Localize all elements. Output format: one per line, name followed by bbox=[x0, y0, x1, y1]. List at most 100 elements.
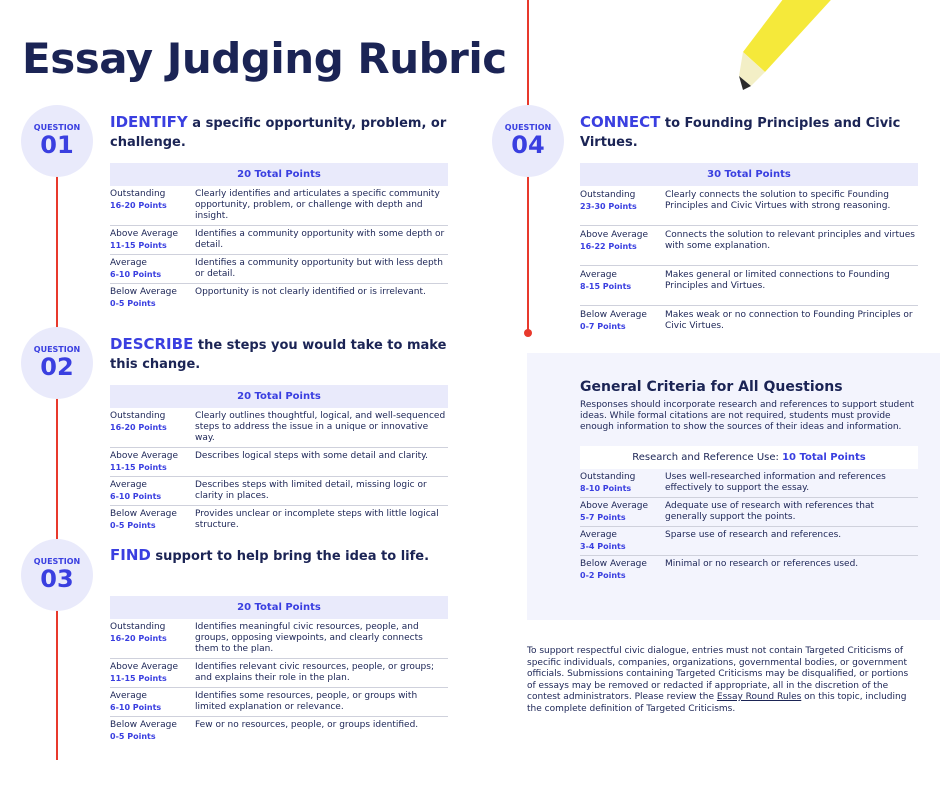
level-label: Below Average bbox=[110, 287, 177, 297]
question-heading: IDENTIFY a specific opportunity, problem… bbox=[110, 113, 448, 153]
question-keyword: FIND bbox=[110, 546, 151, 564]
level-description: Connects the solution to relevant princi… bbox=[665, 230, 915, 251]
rubric-row: Outstanding 16-20 Points Identifies meani… bbox=[110, 619, 448, 659]
level-label: Average bbox=[110, 258, 147, 268]
rubric-row: Outstanding 8-10 Points Uses well-researc… bbox=[580, 469, 918, 498]
level-description: Makes weak or no connection to Founding … bbox=[665, 310, 913, 331]
points-range: 11-15 Points bbox=[110, 463, 167, 472]
general-criteria-panel: General Criteria for All Questions Respo… bbox=[527, 353, 940, 620]
question-badge-02: QUESTION 02 bbox=[21, 327, 93, 399]
level-description: Identifies relevant civic resources, peo… bbox=[195, 662, 434, 683]
points-range: 8-10 Points bbox=[580, 484, 632, 493]
question-label: QUESTION bbox=[33, 345, 81, 354]
pencil-icon bbox=[739, 0, 831, 90]
rubric-row: Outstanding 23-30 Points Clearly connects… bbox=[580, 186, 918, 226]
level-description: Sparse use of research and references. bbox=[665, 530, 842, 540]
question-section-01: IDENTIFY a specific opportunity, problem… bbox=[110, 113, 448, 312]
rubric-row: Average 6-10 Points Describes steps with … bbox=[110, 477, 448, 506]
question-number: 01 bbox=[40, 131, 74, 159]
question-badge-03: QUESTION 03 bbox=[21, 539, 93, 611]
points-range: 16-20 Points bbox=[110, 634, 167, 643]
question-number: 03 bbox=[40, 565, 74, 593]
level-description: Describes logical steps with some detail… bbox=[195, 451, 429, 461]
level-label: Below Average bbox=[110, 509, 177, 519]
level-description: Uses well-researched information and ref… bbox=[665, 472, 886, 493]
total-points-header: 30 Total Points bbox=[580, 163, 918, 186]
level-description: Minimal or no research or references use… bbox=[665, 559, 859, 569]
essay-rules-link[interactable]: Essay Round Rules bbox=[716, 692, 802, 702]
level-description: Adequate use of research with references… bbox=[665, 501, 874, 522]
level-label: Below Average bbox=[580, 310, 647, 320]
points-range: 0-2 Points bbox=[580, 571, 626, 580]
rubric-row: Above Average 11-15 Points Describes logi… bbox=[110, 448, 448, 477]
question-keyword: IDENTIFY bbox=[110, 113, 188, 131]
rubric-row: Outstanding 16-20 Points Clearly identifi… bbox=[110, 186, 448, 226]
total-points-header: 20 Total Points bbox=[110, 163, 448, 186]
rubric-row: Below Average 0-5 Points Few or no resour… bbox=[110, 717, 448, 745]
rubric-row: Above Average 11-15 Points Identifies rel… bbox=[110, 659, 448, 688]
points-range: 6-10 Points bbox=[110, 703, 162, 712]
level-description: Identifies some resources, people, or gr… bbox=[195, 691, 418, 712]
question-heading-text: to Founding Principles and Civic Virtues… bbox=[580, 116, 901, 150]
rubric-row: Below Average 0-7 Points Makes weak or no… bbox=[580, 306, 918, 346]
points-range: 5-7 Points bbox=[580, 513, 626, 522]
question-section-03: FIND support to help bring the idea to l… bbox=[110, 546, 448, 745]
points-range: 6-10 Points bbox=[110, 270, 162, 279]
question-heading: DESCRIBE the steps you would take to mak… bbox=[110, 335, 448, 375]
level-label: Below Average bbox=[580, 559, 647, 569]
header-total: 10 Total Points bbox=[782, 452, 866, 463]
points-range: 0-5 Points bbox=[110, 521, 156, 530]
level-description: Makes general or limited connections to … bbox=[665, 270, 890, 291]
question-heading-text: a specific opportunity, problem, or chal… bbox=[110, 116, 447, 150]
rubric-row: Below Average 0-5 Points Provides unclear… bbox=[110, 506, 448, 534]
footer-text-end: on this topic, including the complete de… bbox=[527, 692, 907, 714]
timeline-left bbox=[56, 175, 58, 760]
rubric-row: Above Average 16-22 Points Connects the s… bbox=[580, 226, 918, 266]
question-keyword: CONNECT bbox=[580, 113, 661, 131]
level-label: Outstanding bbox=[580, 190, 636, 200]
level-description: Identifies a community opportunity but w… bbox=[195, 258, 443, 279]
level-description: Describes steps with limited detail, mis… bbox=[195, 480, 427, 501]
points-range: 16-20 Points bbox=[110, 423, 167, 432]
page-title: Essay Judging Rubric bbox=[22, 34, 507, 83]
question-heading: FIND support to help bring the idea to l… bbox=[110, 546, 448, 586]
level-label: Average bbox=[110, 691, 147, 701]
points-range: 0-5 Points bbox=[110, 299, 156, 308]
level-label: Average bbox=[580, 530, 617, 540]
general-criteria-title: General Criteria for All Questions bbox=[580, 379, 843, 395]
points-range: 11-15 Points bbox=[110, 241, 167, 250]
question-section-04: CONNECT to Founding Principles and Civic… bbox=[580, 113, 918, 346]
level-label: Above Average bbox=[110, 451, 179, 461]
footer-text: To support respectful civic dialogue, en… bbox=[527, 646, 909, 702]
level-description: Clearly connects the solution to specifi… bbox=[665, 190, 891, 211]
level-label: Above Average bbox=[580, 230, 649, 240]
points-range: 16-22 Points bbox=[580, 242, 637, 251]
level-label: Below Average bbox=[110, 720, 177, 730]
points-range: 0-7 Points bbox=[580, 322, 626, 331]
question-number: 04 bbox=[511, 131, 545, 159]
total-points-header: 20 Total Points bbox=[110, 385, 448, 408]
rubric-row: Below Average 0-5 Points Opportunity is n… bbox=[110, 284, 448, 312]
question-label: QUESTION bbox=[33, 557, 81, 566]
points-range: 16-20 Points bbox=[110, 201, 167, 210]
points-range: 0-5 Points bbox=[110, 732, 156, 741]
question-label: QUESTION bbox=[504, 123, 552, 132]
question-badge-01: QUESTION 01 bbox=[21, 105, 93, 177]
question-heading-text: the steps you would take to make this ch… bbox=[110, 338, 447, 372]
general-criteria-text: Responses should incorporate research an… bbox=[580, 400, 915, 432]
total-points-header: 20 Total Points bbox=[110, 596, 448, 619]
timeline-end-dot bbox=[524, 329, 532, 337]
question-keyword: DESCRIBE bbox=[110, 335, 194, 353]
footer-note: To support respectful civic dialogue, en… bbox=[527, 646, 917, 715]
question-number: 02 bbox=[40, 353, 74, 381]
rubric-row: Outstanding 16-20 Points Clearly outlines… bbox=[110, 408, 448, 448]
rubric-row: Average 3-4 Points Sparse use of research… bbox=[580, 527, 918, 556]
level-label: Above Average bbox=[110, 229, 179, 239]
points-range: 11-15 Points bbox=[110, 674, 167, 683]
level-description: Identifies meaningful civic resources, p… bbox=[195, 622, 423, 654]
rubric-row: Average 6-10 Points Identifies some resou… bbox=[110, 688, 448, 717]
level-label: Above Average bbox=[580, 501, 649, 511]
points-range: 6-10 Points bbox=[110, 492, 162, 501]
level-label: Outstanding bbox=[110, 189, 166, 199]
level-label: Average bbox=[110, 480, 147, 490]
